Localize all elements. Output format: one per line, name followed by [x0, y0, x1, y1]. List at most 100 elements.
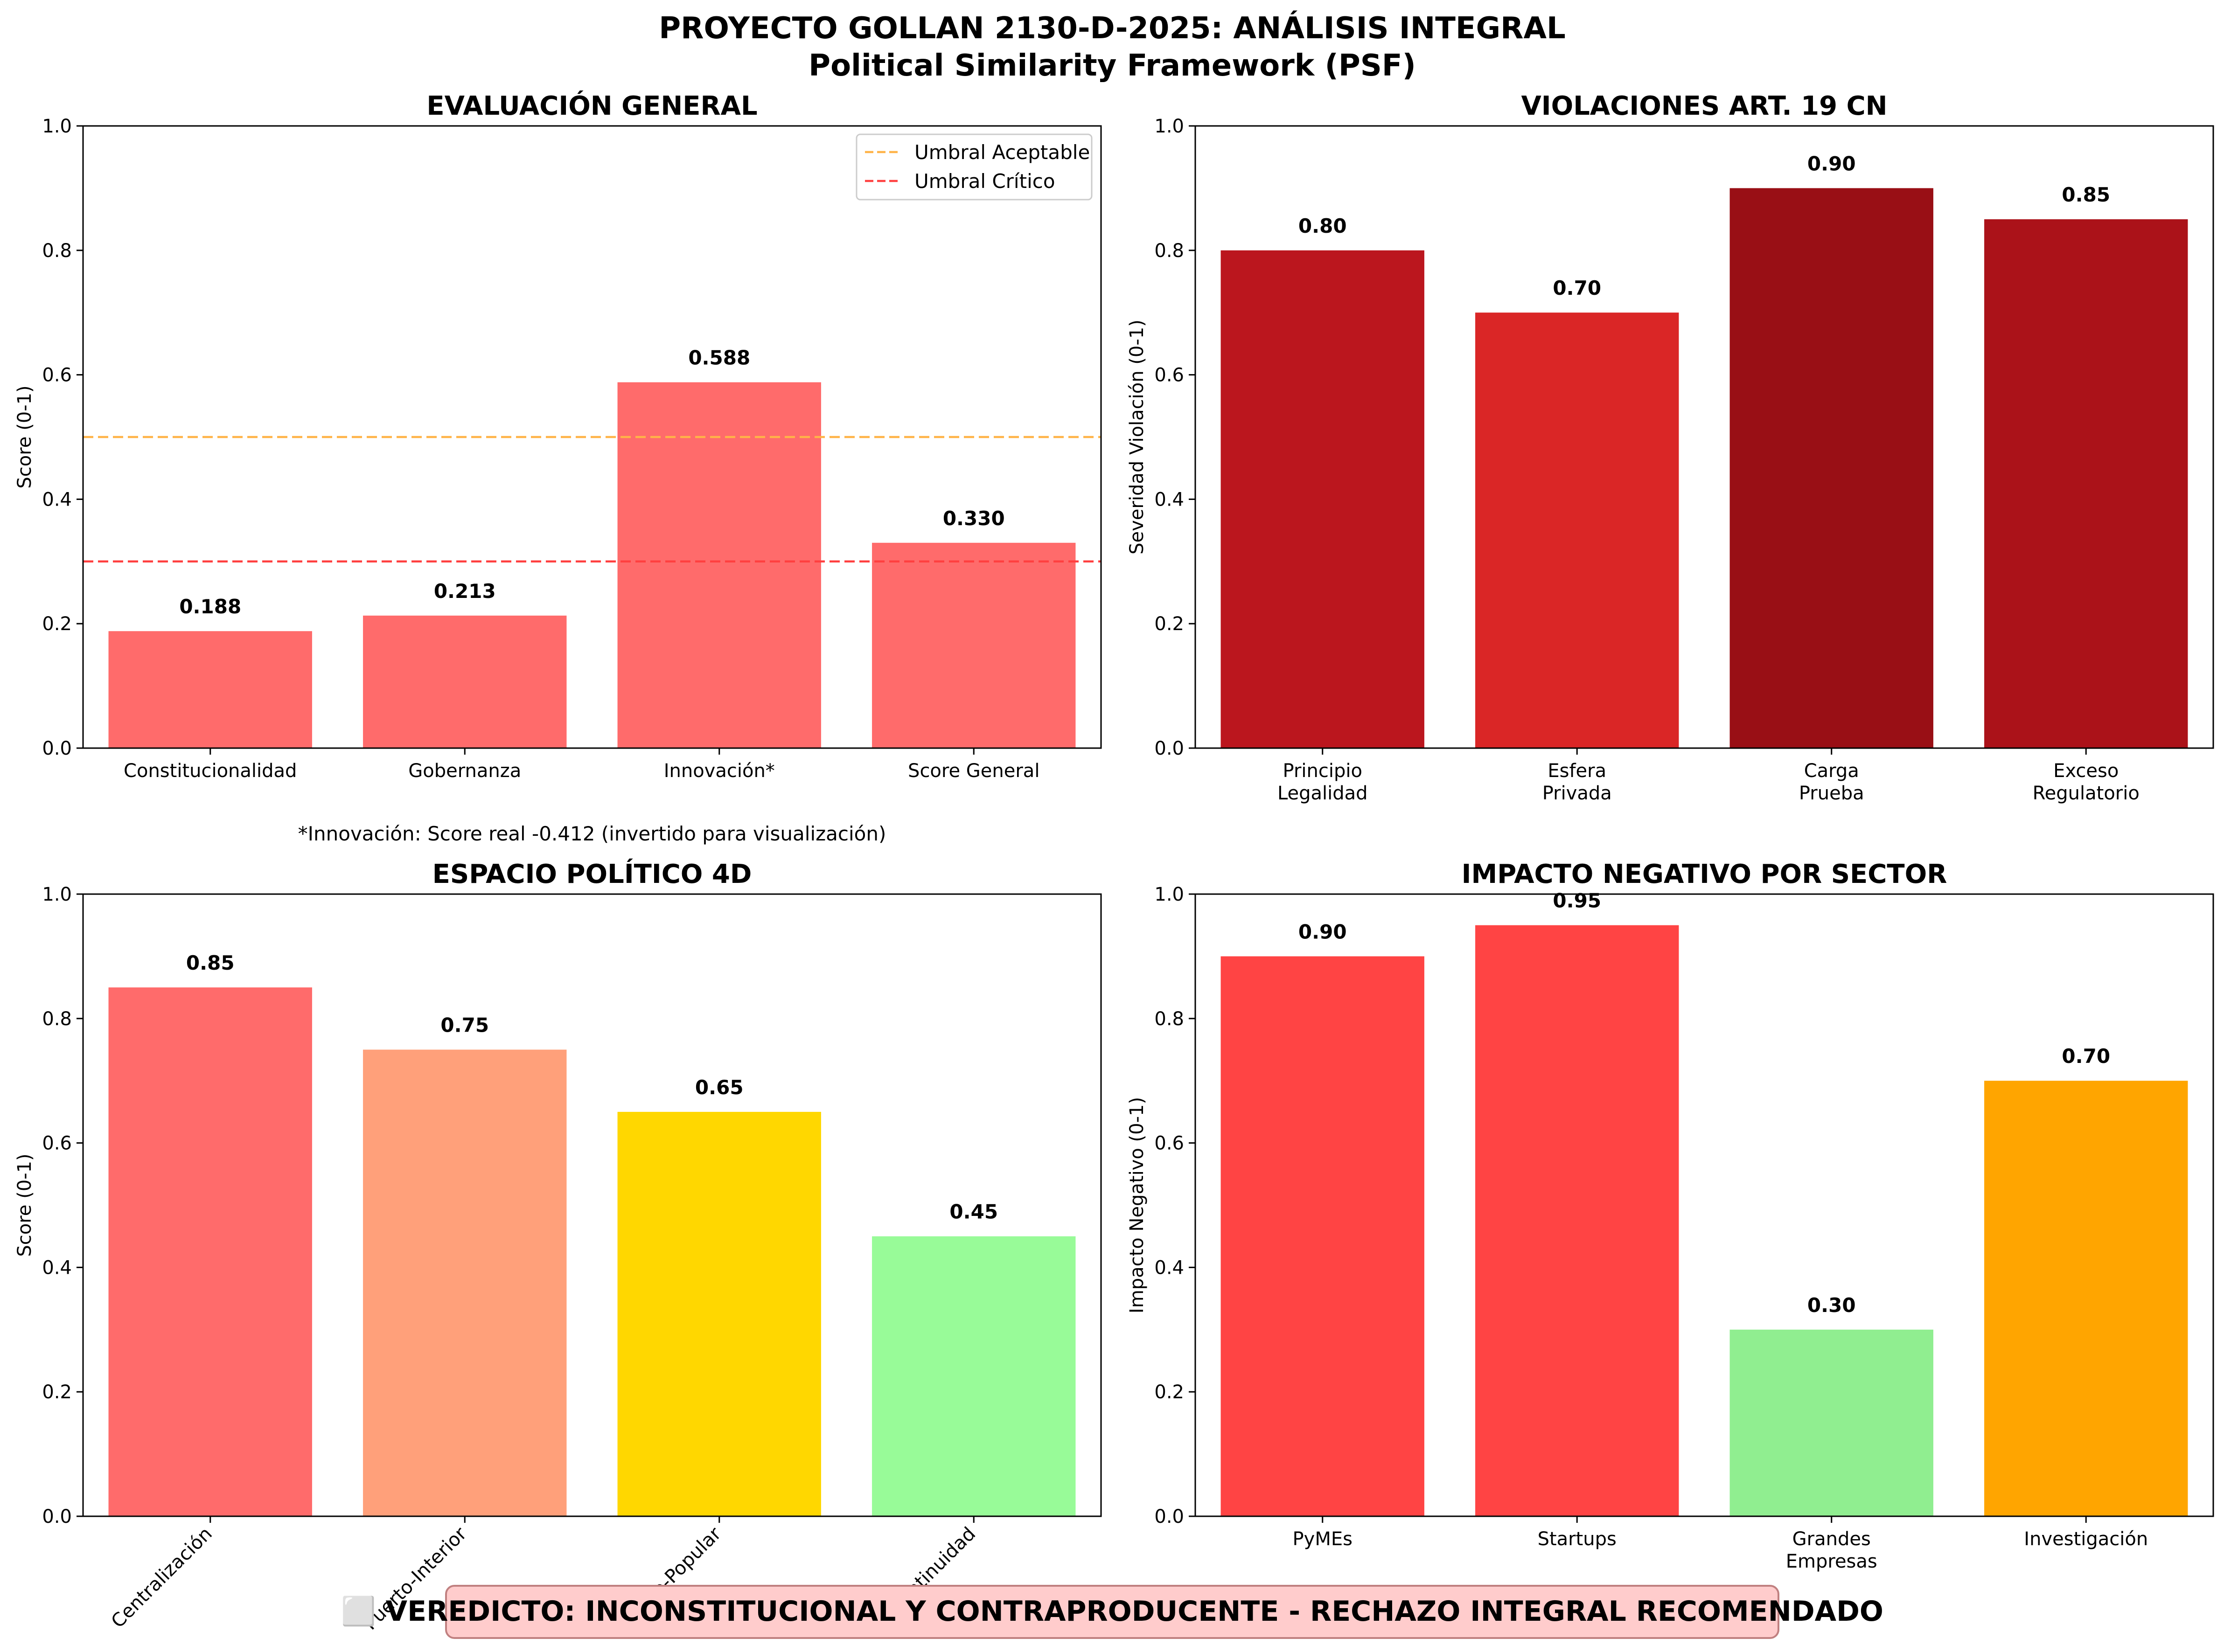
chart-panel-1: EVALUACIÓN GENERAL Score (0-1) 0.0 0.2 0.4 0.… [14, 91, 1102, 845]
value-label: 0.188 [179, 595, 241, 618]
bar [363, 1049, 567, 1516]
x-tick-label: Regulatorio [2033, 783, 2140, 804]
y-tick-label: 0.0 [42, 1506, 72, 1527]
bar [1984, 1081, 2188, 1516]
verdict-box [445, 1585, 1779, 1639]
y-axis-label: Severidad Violación (0-1) [1126, 319, 1148, 555]
y-tick-label: 0.6 [42, 365, 72, 386]
y-tick-label: 0.4 [42, 489, 72, 510]
bar [872, 1236, 1076, 1516]
panel-title: EVALUACIÓN GENERAL [426, 91, 757, 121]
value-label: 0.330 [943, 507, 1005, 530]
chart-panel-4: IMPACTO NEGATIVO POR SECTOR Impacto Negat… [1126, 859, 2214, 1572]
x-tick-label: Carga [1804, 760, 1859, 782]
bar [363, 615, 567, 748]
bar [1984, 219, 2188, 749]
value-label: 0.90 [1807, 152, 1856, 175]
value-label: 0.85 [2062, 183, 2110, 206]
x-tick-label: Innovación* [664, 760, 775, 782]
value-label: 0.70 [1553, 277, 1601, 299]
value-label: 0.95 [1553, 889, 1601, 912]
y-tick-label: 0.0 [1154, 738, 1184, 759]
chart-panel-3: ESPACIO POLÍTICO 4D Score (0-1) 0.0 0.2 0.4 0… [14, 859, 1102, 1634]
footnote: *Innovación: Score real -0.412 (invertid… [298, 822, 886, 845]
y-tick-label: 0.0 [1154, 1506, 1184, 1527]
bar [1475, 312, 1679, 748]
panel-title: IMPACTO NEGATIVO POR SECTOR [1462, 859, 1947, 889]
y-tick-label: 0.6 [42, 1133, 72, 1154]
x-tick-label: Score General [908, 760, 1039, 782]
bar [1729, 1329, 1933, 1516]
y-tick-label: 0.8 [42, 1008, 72, 1030]
bar [617, 1111, 821, 1516]
y-tick-label: 0.2 [1154, 613, 1184, 635]
panel-title: ESPACIO POLÍTICO 4D [432, 859, 752, 889]
value-label: 0.30 [1807, 1294, 1856, 1317]
figure-title-line1: PROYECTO GOLLAN 2130-D-2025: ANÁLISIS IN… [659, 10, 1566, 46]
verdict-banner: ⬜ VEREDICTO: INCONSTITUCIONAL Y CONTRAPR… [341, 1585, 1883, 1639]
y-tick-label: 0.2 [1154, 1381, 1184, 1403]
legend-box [856, 133, 1093, 201]
y-axis-label: Score (0-1) [14, 1153, 35, 1256]
value-label: 0.45 [949, 1201, 998, 1223]
y-tick-label: 0.8 [42, 240, 72, 262]
x-tick-label: PyMEs [1293, 1528, 1353, 1550]
bar [1729, 188, 1933, 748]
x-tick-label: Empresas [1786, 1551, 1877, 1572]
x-tick-label: Gobernanza [408, 760, 521, 782]
bar [1220, 250, 1424, 748]
y-tick-label: 1.0 [42, 884, 72, 905]
bar [617, 382, 821, 748]
value-label: 0.80 [1298, 215, 1347, 237]
bar [108, 987, 312, 1516]
bar [108, 631, 312, 748]
x-tick-label: Investigación [2024, 1528, 2148, 1550]
y-tick-label: 0.2 [42, 1381, 72, 1403]
x-tick-label: Exceso [2053, 760, 2119, 782]
y-tick-label: 0.8 [1154, 240, 1184, 262]
plot-frame [1194, 893, 2214, 1517]
panel-title: VIOLACIONES ART. 19 CN [1521, 91, 1887, 121]
x-tick-label: Legalidad [1277, 783, 1368, 804]
x-tick-label: Startups [1538, 1528, 1617, 1550]
x-tick-label: Privada [1542, 783, 1612, 804]
y-tick-label: 0.4 [42, 1257, 72, 1278]
y-tick-label: 0.8 [1154, 1008, 1184, 1030]
y-tick-label: 0.4 [1154, 489, 1184, 510]
value-label: 0.588 [688, 347, 750, 369]
y-tick-label: 0.6 [1154, 1133, 1184, 1154]
x-tick-label: Grandes [1792, 1528, 1871, 1550]
y-tick-label: 1.0 [1154, 116, 1184, 137]
value-label: 0.75 [440, 1014, 489, 1037]
bar [1475, 925, 1679, 1516]
value-label: 0.85 [186, 951, 235, 974]
chart-panels: EVALUACIÓN GENERAL Score (0-1) 0.0 0.2 0.4 0.… [14, 91, 2214, 1634]
verdict-text: ⬜ VEREDICTO: INCONSTITUCIONAL Y CONTRAPR… [341, 1595, 1883, 1628]
y-tick-label: 0.4 [1154, 1257, 1184, 1278]
figure-title-line2: Political Similarity Framework (PSF) [809, 49, 1416, 83]
value-label: 0.70 [2062, 1045, 2110, 1068]
legend-label: Umbral Aceptable [914, 141, 1090, 164]
legend-label: Umbral Crítico [914, 170, 1055, 193]
y-tick-label: 0.6 [1154, 365, 1184, 386]
chart-panel-2: VIOLACIONES ART. 19 CN Severidad Violació… [1126, 91, 2214, 804]
y-tick-label: 1.0 [1154, 884, 1184, 905]
value-label: 0.213 [434, 580, 496, 603]
y-tick-label: 1.0 [42, 116, 72, 137]
x-tick-label: Constitucionalidad [124, 760, 297, 782]
bar [1220, 956, 1424, 1516]
y-tick-label: 0.0 [42, 738, 72, 759]
y-axis-label: Score (0-1) [14, 385, 35, 488]
plot-frame [82, 893, 1102, 1517]
y-tick-label: 0.2 [42, 613, 72, 635]
value-label: 0.65 [695, 1076, 744, 1099]
value-label: 0.90 [1298, 920, 1347, 943]
plot-frame [1194, 125, 2214, 749]
x-tick-label: Prueba [1799, 783, 1864, 804]
plot-frame [82, 125, 1102, 749]
bar [872, 542, 1076, 748]
x-tick-label: Principio [1283, 760, 1362, 782]
x-tick-label: Esfera [1548, 760, 1606, 782]
y-axis-label: Impacto Negativo (0-1) [1126, 1097, 1148, 1313]
